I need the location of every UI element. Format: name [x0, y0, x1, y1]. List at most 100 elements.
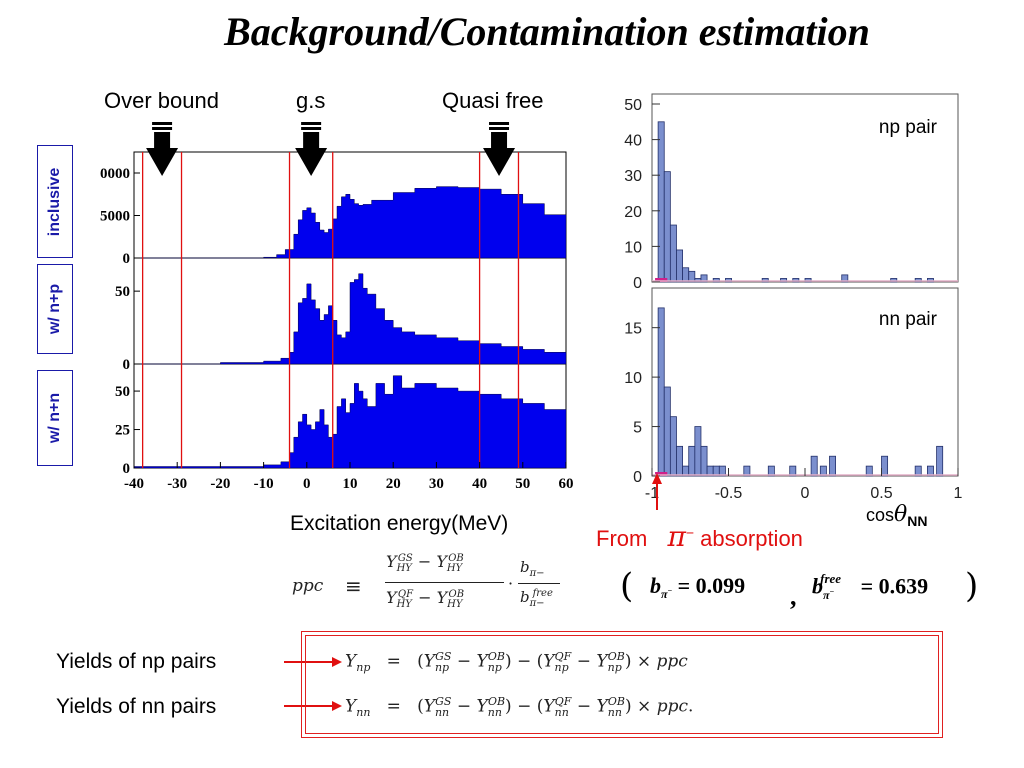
pi-symbol: π: [667, 520, 686, 553]
quasi-free-label: Quasi free: [442, 88, 544, 113]
excitation-energy-chart: 100005000050050250-40-30-20-100102030405…: [100, 122, 574, 492]
nn-pair-label: nn pair: [879, 309, 938, 330]
background-bar: [655, 278, 668, 282]
b-pi-num: bπ−: [520, 558, 545, 579]
cos-bar: [804, 278, 812, 283]
cdot: ·: [508, 574, 514, 593]
np-side-label: w/ n+p: [37, 264, 73, 354]
x-tick-label: -30: [167, 476, 187, 492]
nn-arrowhead: [332, 701, 342, 711]
nn-ppc: ppc: [656, 696, 688, 717]
arrow-bar: [489, 127, 510, 130]
np-pair-label: np pair: [879, 117, 938, 138]
x-tick-label: 0.5: [870, 485, 892, 502]
y-tick-label: 20: [624, 204, 642, 221]
cos-bar: [881, 455, 889, 477]
arrow-bar: [152, 127, 173, 130]
cos-bar: [936, 445, 944, 477]
cos-bar: [890, 278, 898, 283]
yield-arrows: [284, 657, 342, 711]
histogram-inclusive: [134, 186, 567, 259]
x-tick-label: 60: [559, 476, 574, 492]
ppc-denominator: YHYQF − YHYOB: [386, 588, 465, 611]
y-tick-label: 15: [624, 321, 642, 338]
y-tick-label: 10: [624, 370, 642, 387]
cos-bar: [657, 307, 665, 477]
background-bar: [655, 472, 668, 476]
y-tick-label: 10: [624, 239, 642, 256]
arrow-bar: [152, 122, 173, 125]
absorption-arrowhead: [652, 473, 662, 484]
theta-symbol: θ: [894, 502, 908, 527]
from-text: From: [596, 526, 648, 551]
y-tick-label: 50: [115, 384, 130, 400]
b-pi-value: bπ− = 0.099: [650, 573, 746, 602]
y-tick-label: 0: [123, 461, 131, 477]
x-tick-label: 40: [472, 476, 487, 492]
x-tick-label: 20: [386, 476, 401, 492]
cos-bar: [767, 465, 775, 477]
cos-bar: [780, 278, 788, 283]
b-free-number: 0.639: [878, 573, 929, 599]
y-tick-label: 25: [115, 423, 130, 439]
y-tick-label: 5000: [100, 209, 130, 225]
cos-bar: [718, 465, 726, 477]
cos-bar: [663, 386, 671, 477]
x-tick-label: 0: [303, 476, 311, 492]
arrow-bar: [301, 122, 322, 125]
np-yield-equation: Ynp = (YnpGS − YnpOB) − (YnpQF − YnpOB) …: [345, 650, 688, 675]
cos-bar: [914, 278, 922, 283]
cos-bar: [700, 274, 708, 283]
cos-bar: [725, 278, 732, 283]
arrow-bar: [489, 122, 510, 125]
y-tick-label: 0: [123, 251, 131, 267]
cos-bar: [676, 445, 684, 477]
y-tick-label: 50: [115, 284, 130, 300]
ppc-lhs: ppc: [292, 576, 324, 596]
down-arrow-icon: [483, 132, 516, 176]
slide-title: Background/Contamination estimation: [224, 9, 870, 54]
x-tick-label: 10: [343, 476, 358, 492]
cos-bar: [914, 465, 922, 477]
cos-bar: [865, 465, 873, 477]
right-panel-frame: [651, 287, 959, 477]
nn-side-label: w/ n+n: [37, 370, 73, 466]
b-fraction-bar: [518, 583, 560, 584]
down-arrow-icon: [146, 132, 179, 176]
cos-bar: [688, 445, 696, 477]
pi-absorption-annotation: From π− absorption: [596, 520, 803, 553]
cos-bar: [926, 465, 934, 477]
np-yield-label: Yields of np pairs: [56, 650, 217, 673]
right-panel-frame: [651, 93, 959, 283]
b-free-value: bπ−free = 0.639: [812, 571, 929, 602]
x-tick-label: -40: [124, 476, 144, 492]
equiv-symbol: ≡: [345, 574, 362, 598]
cos-text: cos: [866, 505, 895, 525]
x-axis-label: Excitation energy(MeV): [290, 512, 509, 535]
x-tick-label: -0.5: [715, 485, 743, 502]
x-tick-label: 50: [515, 476, 530, 492]
ppc-fraction-bar: [385, 582, 504, 583]
b-pi-number: 0.099: [695, 573, 746, 598]
yield-equations-box: [301, 631, 943, 738]
left-paren: (: [620, 566, 634, 606]
x-tick-label: 1: [954, 485, 963, 502]
cos-bar: [926, 278, 934, 283]
y-tick-label: 50: [624, 97, 642, 114]
cos-bar: [669, 416, 677, 477]
y-tick-label: 10000: [100, 166, 130, 182]
cos-bar: [712, 278, 720, 283]
right-paren: ): [965, 566, 979, 606]
gs-label: g.s: [296, 88, 326, 113]
x-tick-label: -1: [645, 485, 659, 502]
arrow-bar: [301, 127, 322, 130]
histogram-wnp: [134, 273, 567, 365]
cos-bar: [676, 249, 684, 283]
ppc-numerator: YHYGS − YHYOB: [386, 552, 464, 575]
cos-bar: [694, 426, 702, 477]
comma: ,: [790, 582, 797, 611]
nn-subscript: NN: [907, 513, 928, 529]
y-tick-label: 40: [624, 133, 642, 150]
cos-bar: [743, 465, 751, 477]
nn-yield-label: Yields of nn pairs: [56, 695, 217, 718]
